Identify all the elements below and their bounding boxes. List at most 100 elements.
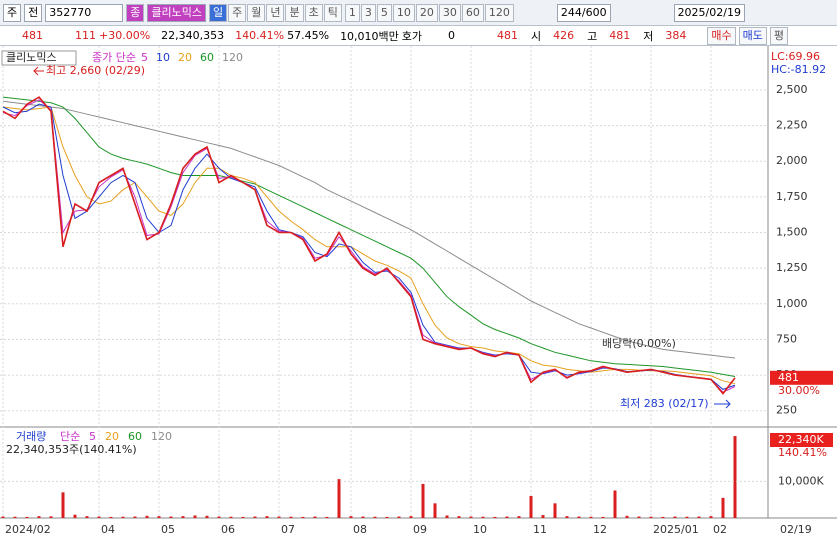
x-tick-label: 06 [221, 523, 235, 536]
period-button[interactable]: 년 [266, 3, 285, 22]
high-label: 고 [587, 29, 598, 43]
volume-bar [349, 516, 353, 518]
volume-bar [409, 516, 413, 518]
hoga-label: 호가 [401, 29, 423, 43]
volume-bar [577, 516, 581, 518]
volume-legend-item: 60 [128, 430, 142, 443]
volume-legend-prefix: 단순 [60, 430, 80, 443]
interval-button[interactable]: 30 [438, 3, 461, 22]
volume-bar [685, 516, 689, 518]
interval-button[interactable]: 20 [415, 3, 438, 22]
turnover: 57.45% [287, 29, 330, 42]
volume-bar [289, 516, 293, 518]
current-price: 481 [778, 371, 799, 384]
volume-bar [361, 516, 365, 518]
interval-button[interactable]: 120 [484, 3, 514, 22]
legend-box [1, 50, 77, 66]
low: 384 [665, 29, 687, 42]
interval-button[interactable]: 3 [360, 3, 376, 22]
x-tick-label: 07 [281, 523, 295, 536]
volume-bar [85, 516, 89, 518]
y-tick-label: 1,750 [776, 190, 808, 203]
y-tick-label: 2,250 [776, 119, 808, 132]
volume-bar [145, 515, 149, 518]
volume-bar [313, 516, 317, 518]
volume-bar [49, 516, 53, 518]
buy-button[interactable]: 매수 [707, 26, 736, 45]
last-date: 02/19 [780, 523, 812, 536]
volume-bar [397, 516, 401, 518]
avg-button[interactable]: 평 [769, 26, 789, 45]
period-button[interactable]: 틱 [323, 3, 342, 22]
x-tick-label: 10 [473, 523, 487, 536]
y-tick-label: 750 [776, 332, 797, 345]
quote-bar: 481 111 +30.00% 22,340,353 140.41% 57.45… [0, 26, 837, 46]
volume-bar [109, 516, 113, 518]
volume-title: 거래량 [16, 430, 46, 443]
market[interactable]: 주 [3, 3, 22, 22]
open-label: 시 [531, 29, 542, 43]
hc-label: HC:-81.92 [771, 63, 826, 76]
current-volume-box [770, 433, 833, 447]
lc-label: LC:69.96 [771, 50, 820, 63]
mode[interactable]: 전 [24, 3, 43, 22]
volume-bar [565, 516, 569, 518]
volume-bar [673, 516, 677, 518]
volume-bar [373, 516, 377, 518]
volume-bar [697, 516, 701, 518]
volume-bar [589, 516, 593, 518]
period-button[interactable]: 초 [304, 3, 323, 22]
volume-bar [253, 516, 257, 518]
volume-bar [421, 483, 425, 518]
y-tick-label: 1,250 [776, 261, 808, 274]
interval-group: 1 3 5 10 20 30 60 120 [344, 3, 514, 22]
x-tick-label: 11 [533, 523, 547, 536]
volume-bar [625, 515, 629, 518]
hoga: 0 [448, 29, 456, 42]
high: 481 [609, 29, 631, 42]
y-tick-label: 2,000 [776, 154, 808, 167]
volume-bar [25, 516, 29, 518]
interval-button[interactable]: 60 [461, 3, 484, 22]
volume-bar [517, 516, 521, 518]
volume-bar [205, 515, 209, 518]
volume-bar [493, 516, 497, 518]
legend-name: 클리노믹스 [6, 51, 57, 64]
x-tick-label: 05 [161, 523, 175, 536]
volume-bar [469, 516, 473, 518]
price: 481 [22, 29, 43, 42]
x-tick-label: 2025/01 [653, 523, 699, 536]
volume-bar [505, 516, 509, 518]
low-label: 저 [643, 29, 654, 43]
volume-bar [733, 436, 737, 518]
period-button[interactable]: 월 [247, 3, 266, 22]
date[interactable]: 2025/02/19 [673, 3, 745, 22]
period-button[interactable]: 일 [208, 3, 228, 22]
code-input[interactable]: 352770 [45, 3, 124, 22]
volume-bar [241, 516, 245, 518]
annotation-high: 최고 2,660 (02/29) [46, 64, 145, 77]
volume-bar [709, 516, 713, 518]
count-value: 244 [560, 5, 582, 19]
volume-bar [637, 516, 641, 518]
current-price-box [770, 370, 833, 385]
volume-bar [37, 516, 41, 518]
period-button[interactable]: 분 [285, 3, 304, 22]
volume-bar [301, 516, 305, 518]
count[interactable]: 244/600 [556, 3, 611, 22]
legend-prefix: 종가 단순 [92, 51, 136, 64]
volume-bar [193, 515, 197, 518]
volume-bar [553, 503, 557, 518]
annotation-ex-dividend: 배당락(0.00%) [602, 337, 676, 350]
interval-button[interactable]: 1 [344, 3, 360, 22]
interval-button[interactable]: 5 [376, 3, 392, 22]
y-tick-label: 10,000K [778, 474, 824, 487]
volume-legend-item: 120 [151, 430, 172, 443]
sell-button[interactable]: 매도 [738, 26, 767, 45]
period-button[interactable]: 주 [228, 3, 247, 22]
interval-button[interactable]: 10 [392, 3, 415, 22]
vol-rate: 140.41% [235, 29, 285, 42]
